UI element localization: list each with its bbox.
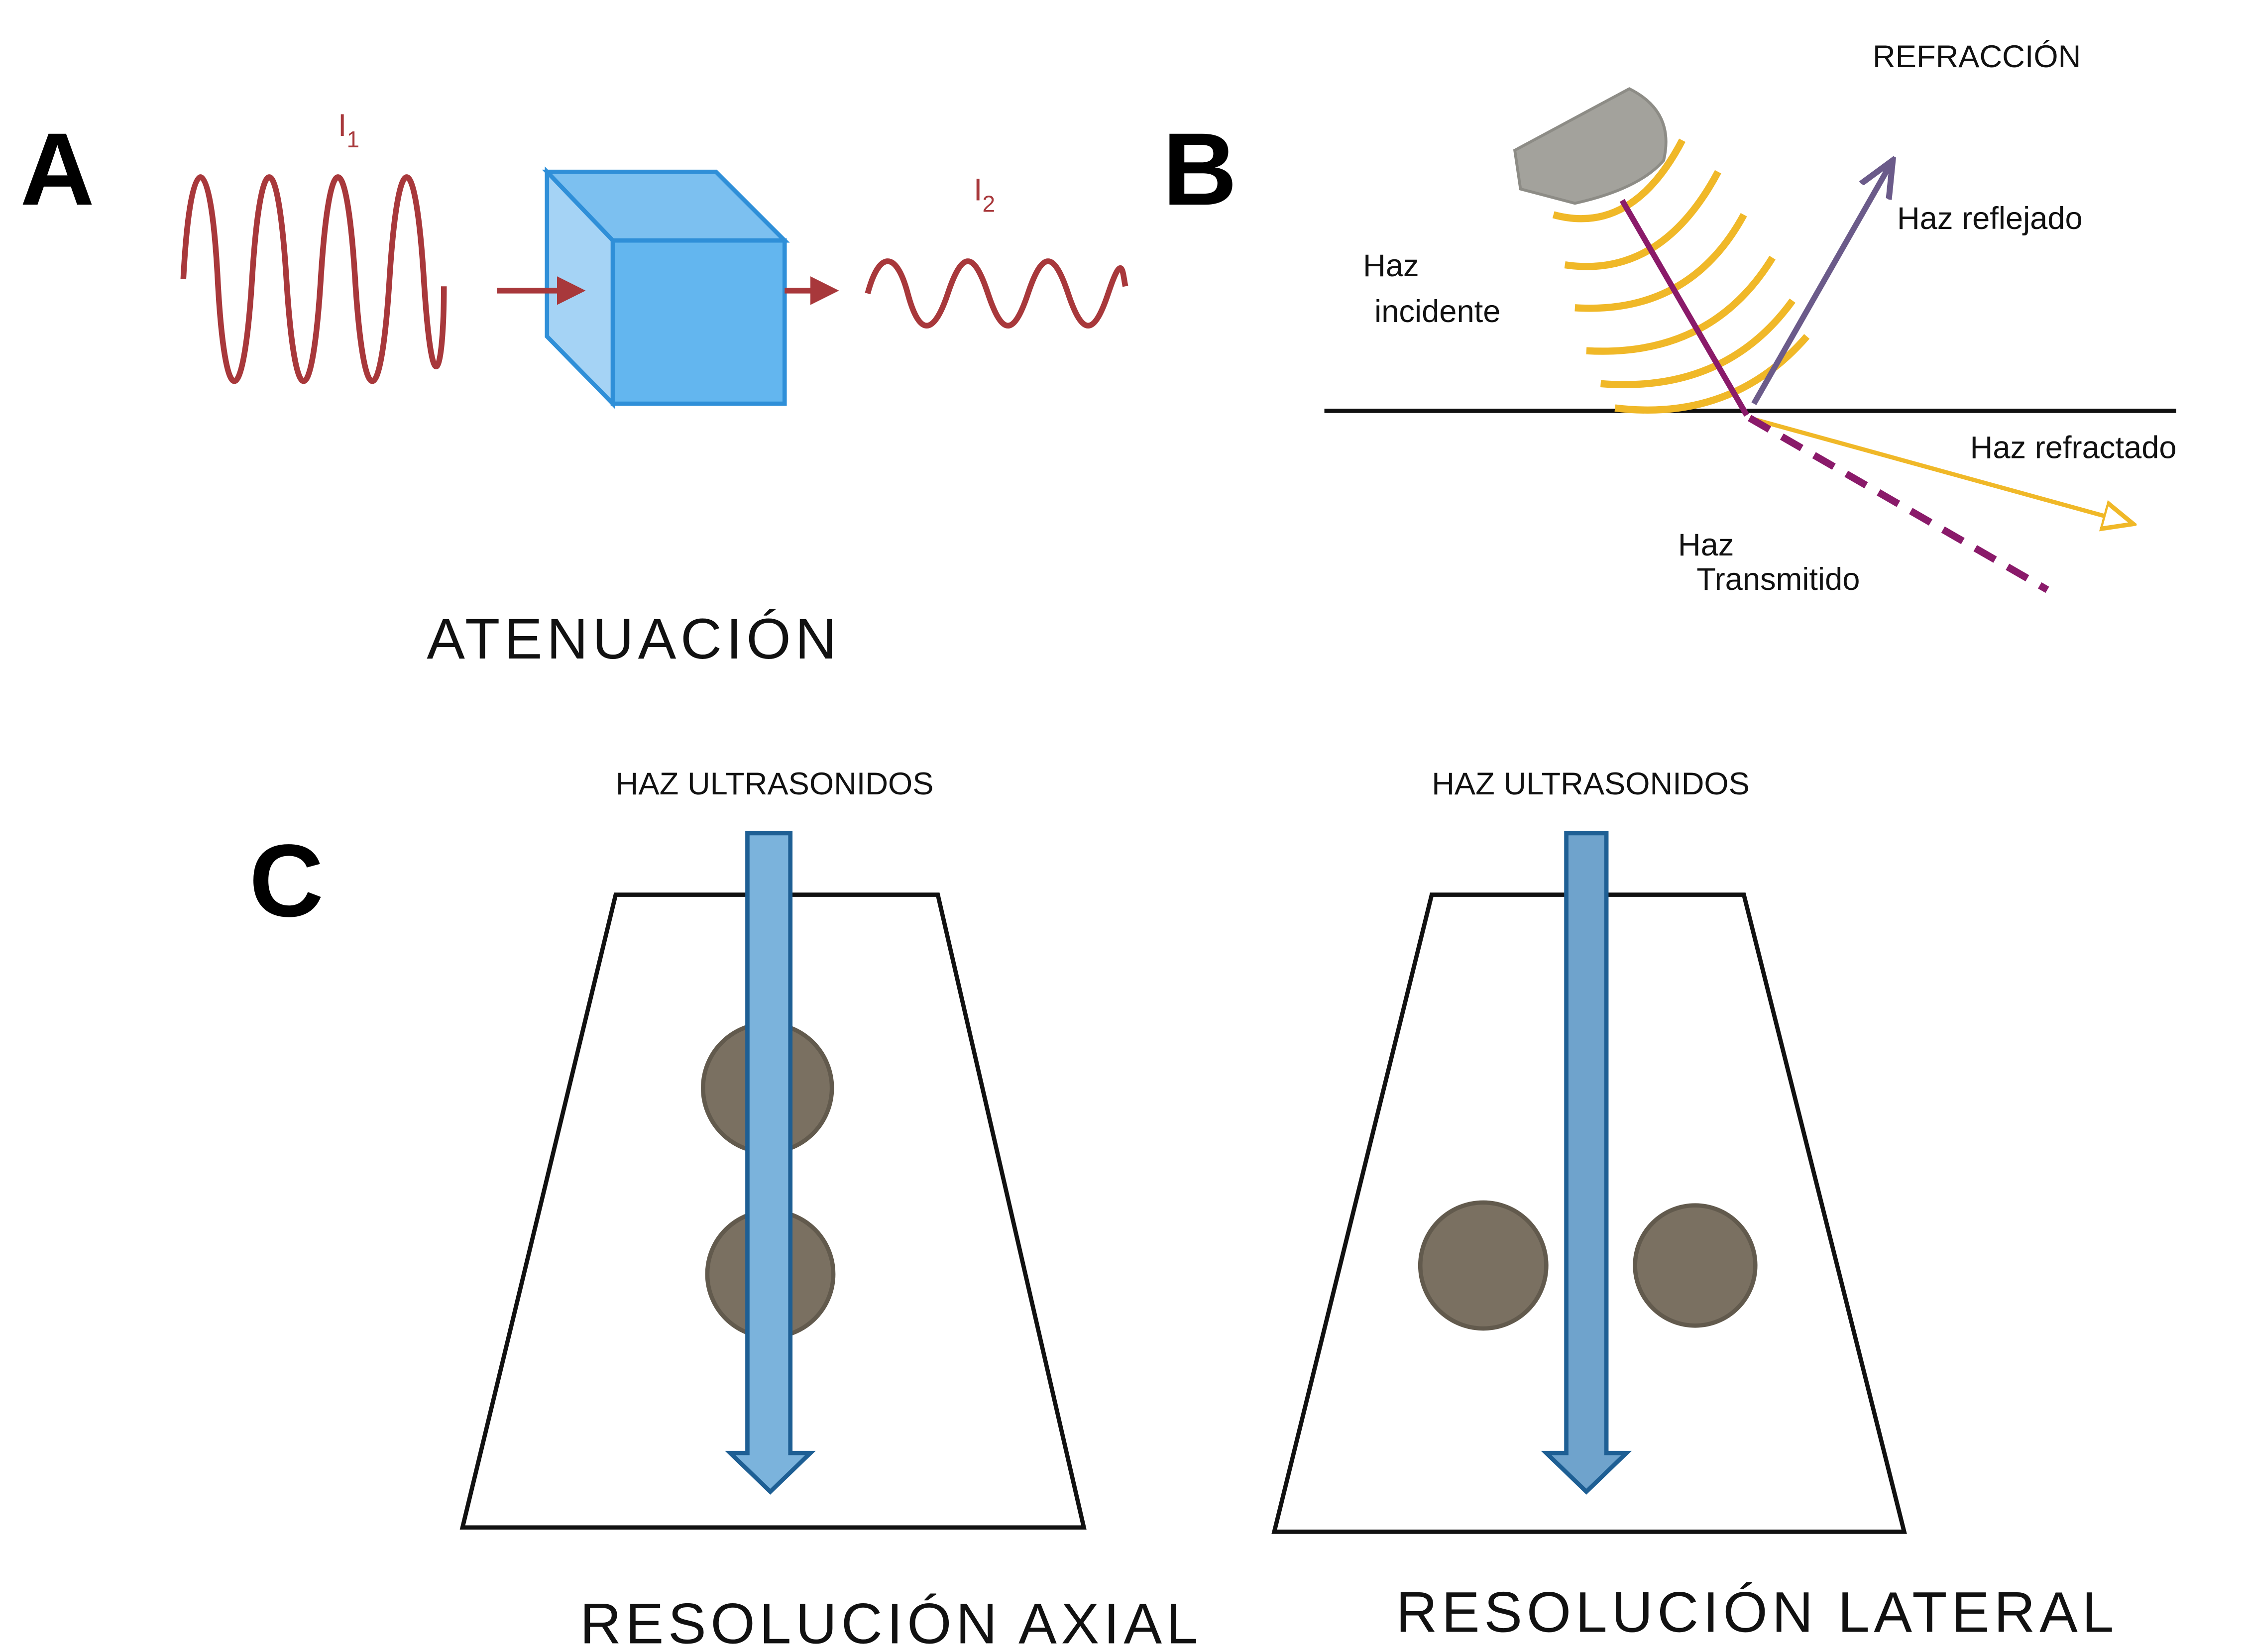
subscript: 2 bbox=[982, 191, 995, 217]
beam-label: HAZ ULTRASONIDOS bbox=[1432, 767, 1750, 801]
subscript: 1 bbox=[346, 126, 359, 152]
caption: ATENUACIÓN bbox=[427, 607, 841, 671]
output-wave bbox=[868, 261, 1125, 326]
transmitted-label: Haz bbox=[1678, 528, 1734, 562]
symbol: I bbox=[338, 108, 347, 143]
incident-label: incidente bbox=[1374, 294, 1500, 329]
refracted-label: Haz refractado bbox=[1970, 430, 2177, 465]
title: REFRACCIÓN bbox=[1873, 39, 2081, 74]
figure: A I1 I2 ATENUACIÓN B REFRACCIÓN Haz refl… bbox=[0, 0, 2245, 1652]
beam-label: HAZ ULTRASONIDOS bbox=[616, 767, 934, 801]
caption: RESOLUCIÓN AXIAL bbox=[580, 1592, 1202, 1652]
intensity-in: I1 bbox=[338, 108, 359, 152]
input-wave bbox=[183, 177, 444, 381]
panel-label: C bbox=[249, 823, 324, 938]
symbol: I bbox=[974, 173, 983, 208]
reflected-beam bbox=[1754, 160, 1893, 404]
reflected-label: Haz reflejado bbox=[1897, 201, 2083, 236]
cube-front bbox=[613, 240, 785, 404]
transmitted-label: Transmitido bbox=[1696, 562, 1860, 597]
panel-label: B bbox=[1163, 111, 1237, 226]
reflector bbox=[1420, 1203, 1546, 1328]
panel-label: A bbox=[20, 111, 95, 226]
caption: RESOLUCIÓN LATERAL bbox=[1396, 1581, 2118, 1645]
incident-label: Haz bbox=[1363, 248, 1419, 283]
intensity-out: I2 bbox=[974, 173, 995, 217]
reflector bbox=[1635, 1206, 1756, 1326]
transducer bbox=[1515, 89, 1666, 203]
